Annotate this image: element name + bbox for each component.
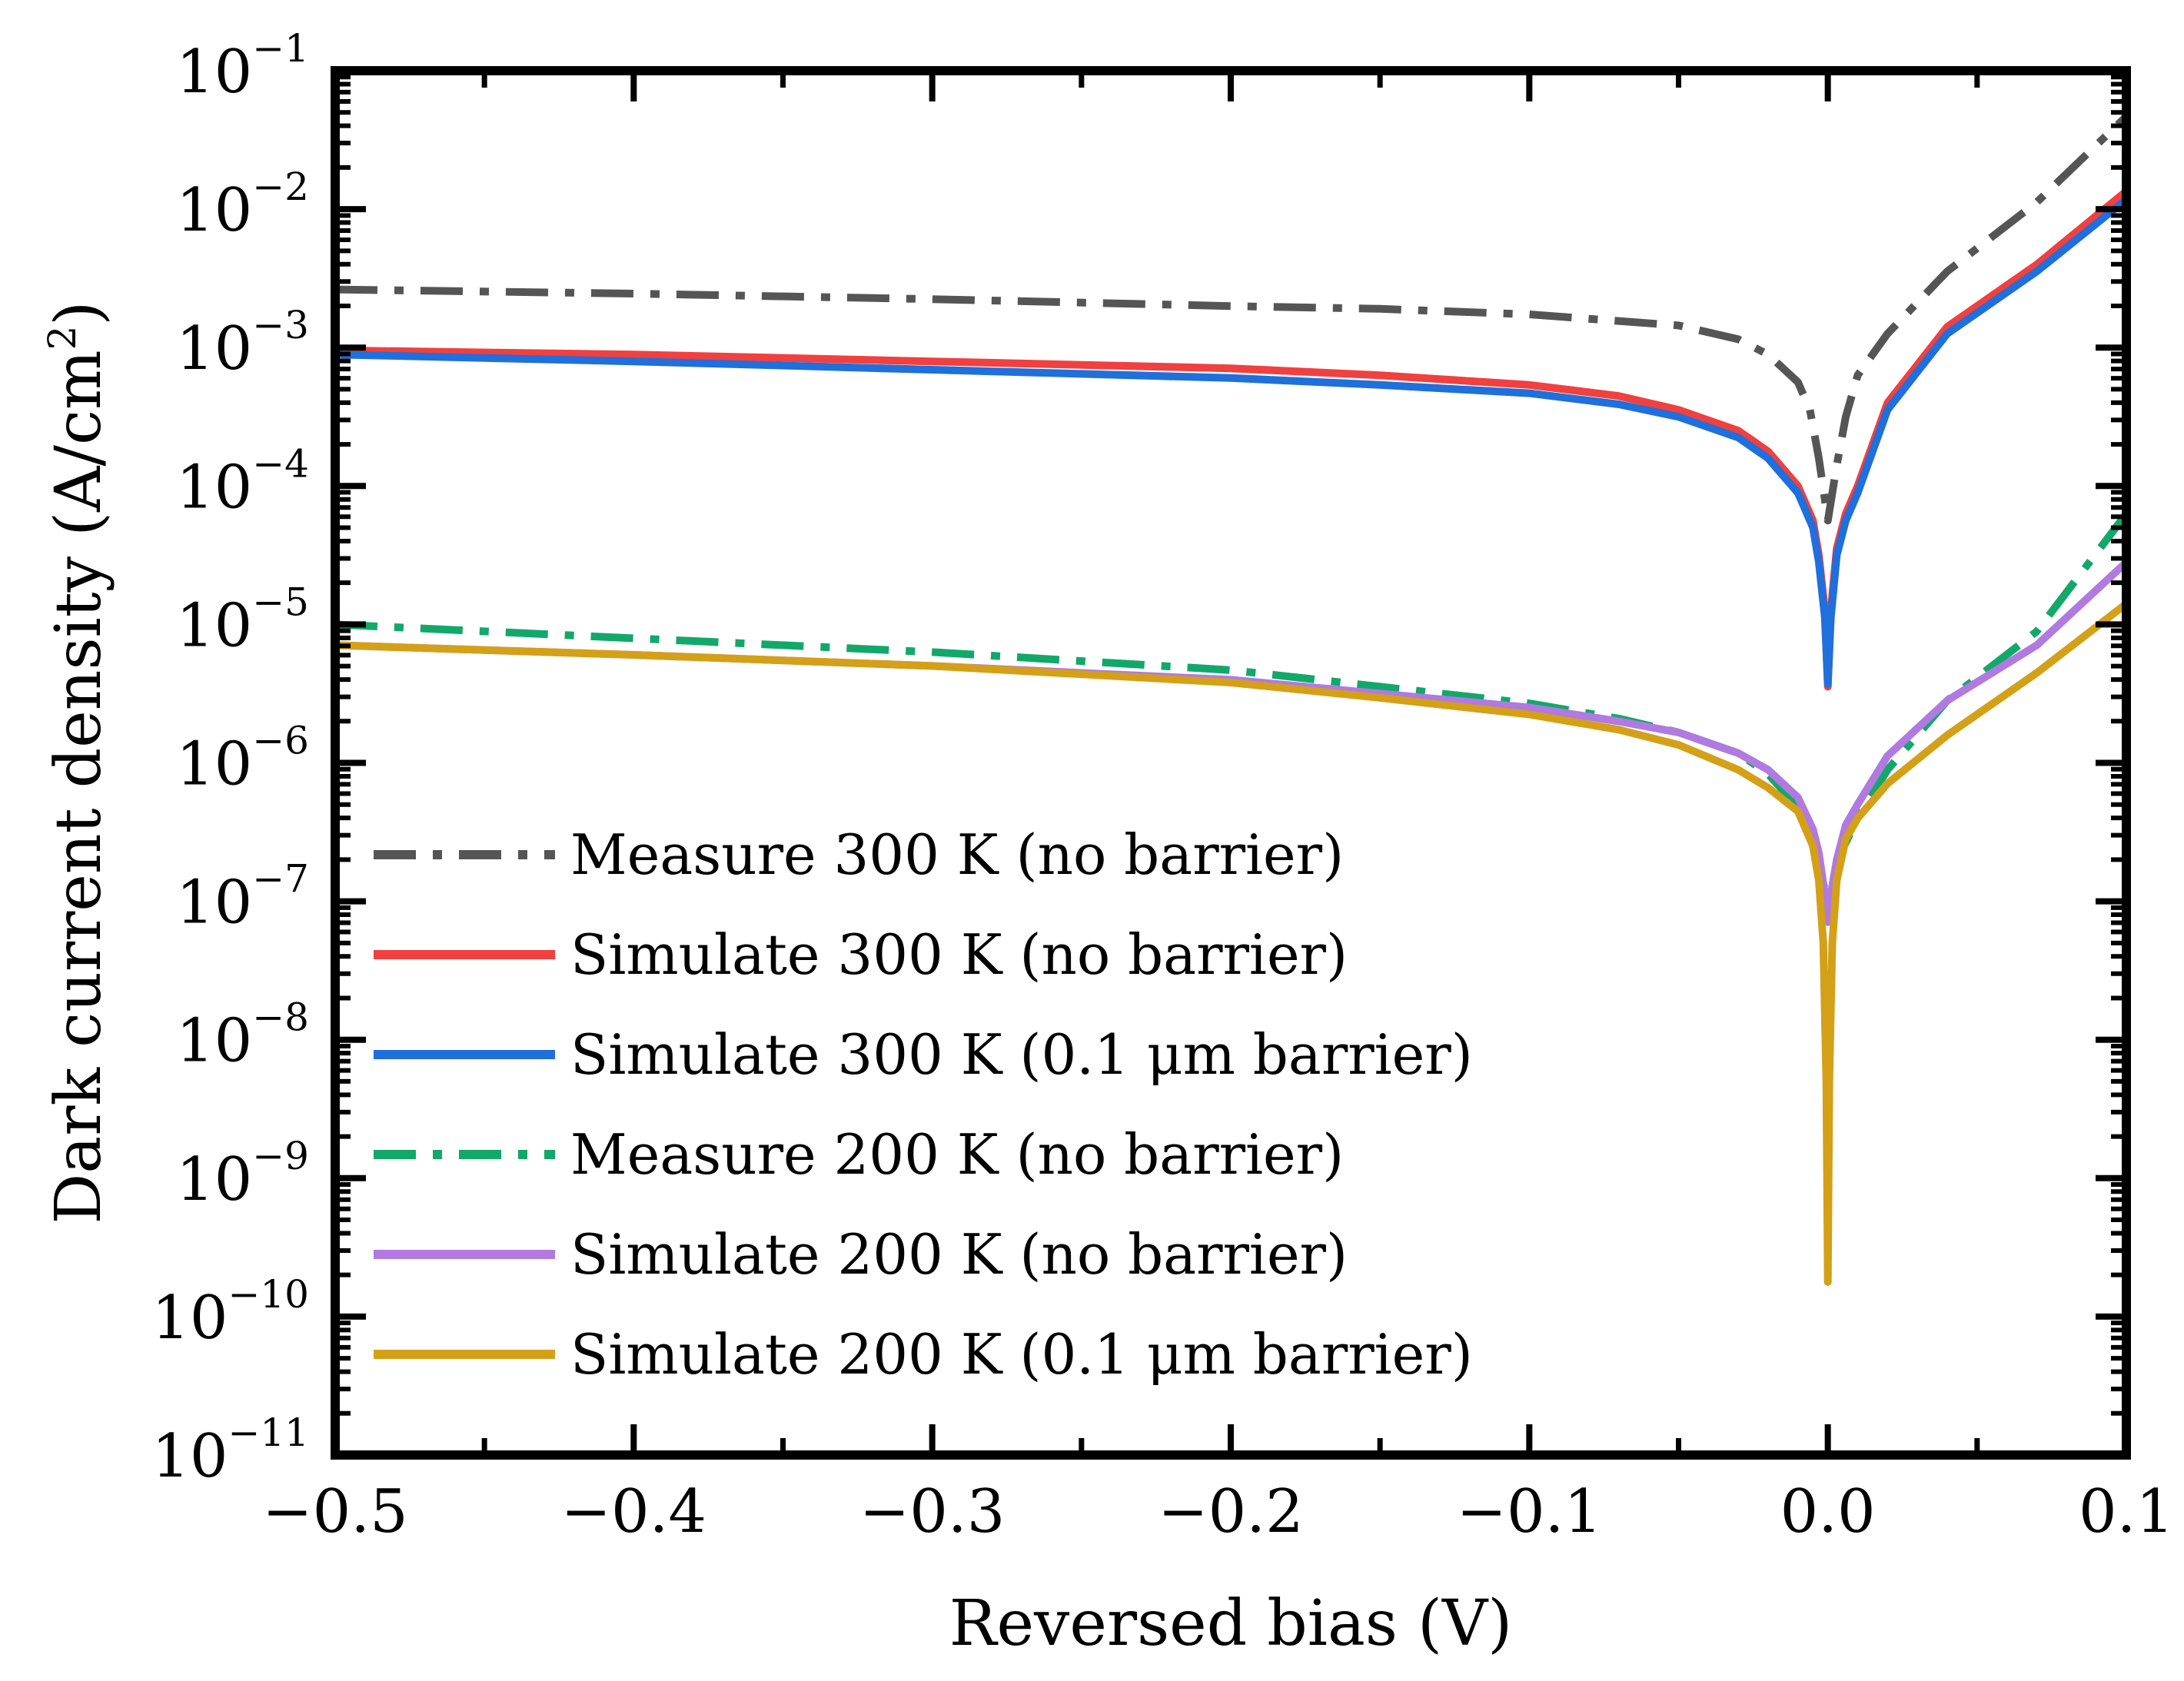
y-tick-exponent: −10 — [228, 1272, 309, 1317]
y-tick-exponent: −8 — [252, 995, 309, 1040]
y-axis-title-close: ) — [42, 301, 115, 326]
y-tick-base: 10 — [176, 453, 252, 522]
y-tick-exponent: −4 — [252, 441, 309, 486]
y-tick-label: 10−10 — [151, 1272, 309, 1353]
y-tick-exponent: −7 — [252, 857, 309, 902]
y-axis-title: Dark current density (A/cm2) — [40, 301, 115, 1224]
y-tick-base: 10 — [176, 730, 252, 799]
series-line-3 — [334, 196, 2129, 688]
x-tick-label: −0.4 — [561, 1477, 706, 1546]
y-tick-label: 10−4 — [176, 441, 309, 522]
legend-label-3: Simulate 300 K (0.1 μm barrier) — [570, 1022, 1473, 1087]
x-tick-label: −0.2 — [1158, 1477, 1303, 1546]
y-tick-label: 10−8 — [176, 995, 309, 1076]
x-tick-label: −0.5 — [262, 1477, 407, 1546]
y-tick-base: 10 — [176, 38, 252, 107]
legend-label-6: Simulate 200 K (0.1 μm barrier) — [570, 1322, 1473, 1387]
y-tick-exponent: −3 — [252, 303, 309, 347]
y-tick-base: 10 — [176, 1145, 252, 1214]
y-tick-base: 10 — [176, 314, 252, 384]
x-axis-title: Reversed bias (V) — [949, 1587, 1512, 1660]
series-line-2 — [334, 188, 2129, 691]
y-tick-exponent: −9 — [252, 1134, 309, 1178]
y-tick-label: 10−11 — [151, 1410, 309, 1491]
legend-label-1: Measure 300 K (no barrier) — [570, 822, 1344, 887]
y-tick-label: 10−2 — [176, 164, 309, 245]
x-tick-label: −0.1 — [1457, 1477, 1602, 1546]
series-line-1 — [334, 113, 2129, 525]
series-line-4 — [334, 511, 2129, 905]
y-tick-base: 10 — [151, 1422, 228, 1491]
x-tick-label: −0.3 — [859, 1477, 1005, 1546]
legend: Measure 300 K (no barrier) Simulate 300 K… — [374, 822, 1473, 1387]
y-tick-base: 10 — [151, 1284, 228, 1353]
tick-labels: −0.5 −0.4 −0.3 −0.2 −0.1 0.0 0.110−110−210−310… — [151, 26, 2174, 1546]
y-axis-title-main: Dark current density (A/cm — [42, 350, 115, 1224]
y-tick-base: 10 — [176, 1007, 252, 1076]
y-tick-base: 10 — [176, 176, 252, 245]
y-tick-label: 10−6 — [176, 719, 309, 799]
y-tick-base: 10 — [176, 869, 252, 938]
x-tick-label: 0.1 — [2079, 1477, 2174, 1546]
y-tick-label: 10−7 — [176, 857, 309, 938]
y-tick-base: 10 — [176, 591, 252, 660]
series-line-6 — [334, 600, 2129, 1286]
legend-label-5: Simulate 200 K (no barrier) — [570, 1222, 1348, 1287]
y-tick-label: 10−5 — [176, 580, 309, 660]
y-tick-label: 10−1 — [176, 26, 309, 107]
plot-frame — [331, 66, 2131, 1460]
y-axis-title-sup: 2 — [40, 326, 85, 350]
y-tick-exponent: −5 — [252, 580, 309, 624]
y-tick-exponent: −6 — [252, 719, 309, 763]
legend-label-4: Measure 200 K (no barrier) — [570, 1122, 1344, 1187]
x-tick-label: 0.0 — [1780, 1477, 1876, 1546]
y-tick-label: 10−3 — [176, 303, 309, 384]
legend-label-2: Simulate 300 K (no barrier) — [570, 922, 1348, 987]
y-tick-label: 10−9 — [176, 1134, 309, 1214]
y-tick-exponent: −1 — [252, 26, 309, 71]
y-tick-exponent: −2 — [252, 164, 309, 209]
y-tick-exponent: −11 — [228, 1410, 309, 1455]
series-layer — [334, 113, 2129, 1286]
